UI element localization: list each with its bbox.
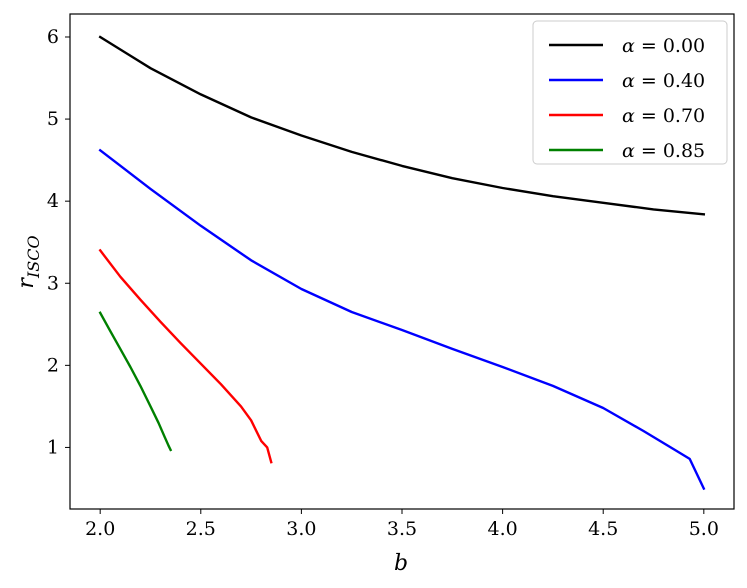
- series-lines: [98, 35, 706, 491]
- x-tick-label: 4.0: [487, 518, 517, 540]
- legend-label: α = 0.85: [622, 140, 705, 162]
- y-tick-label: 6: [47, 26, 59, 48]
- x-tick-label: 3.5: [387, 518, 417, 540]
- legend: α = 0.00 α = 0.40 α = 0.70 α = 0.85: [532, 20, 728, 165]
- series-line: [98, 248, 273, 464]
- y-axis-label-main: r: [14, 277, 39, 289]
- x-axis-label: b: [394, 551, 408, 576]
- svg-text:rISCO: rISCO: [14, 235, 43, 288]
- y-axis-label: rISCO: [14, 235, 43, 288]
- series-line: [98, 148, 706, 491]
- x-tick-label: 4.5: [588, 518, 618, 540]
- legend-box: [532, 20, 728, 165]
- y-tick-label: 3: [47, 272, 59, 294]
- plot-frame: [69, 13, 735, 510]
- y-tick-label: 4: [47, 190, 59, 212]
- series-line: [98, 35, 706, 216]
- ticks: 2.0 2.5 3.0 3.5 4.0 4.5 5.0 1 2 3 4 5 6: [47, 26, 719, 540]
- legend-label: α = 0.40: [622, 70, 705, 92]
- x-tick-label: 5.0: [689, 518, 719, 540]
- y-tick-label: 2: [47, 354, 59, 376]
- y-tick-label: 1: [47, 436, 59, 458]
- y-tick-label: 5: [47, 108, 59, 130]
- x-tick-label: 2.0: [85, 518, 115, 540]
- legend-label: α = 0.70: [622, 105, 705, 127]
- legend-label: α = 0.00: [622, 35, 705, 57]
- x-tick-label: 3.0: [286, 518, 316, 540]
- series-line: [98, 311, 173, 452]
- x-tick-label: 2.5: [186, 518, 216, 540]
- y-axis-label-sub: ISCO: [24, 235, 43, 279]
